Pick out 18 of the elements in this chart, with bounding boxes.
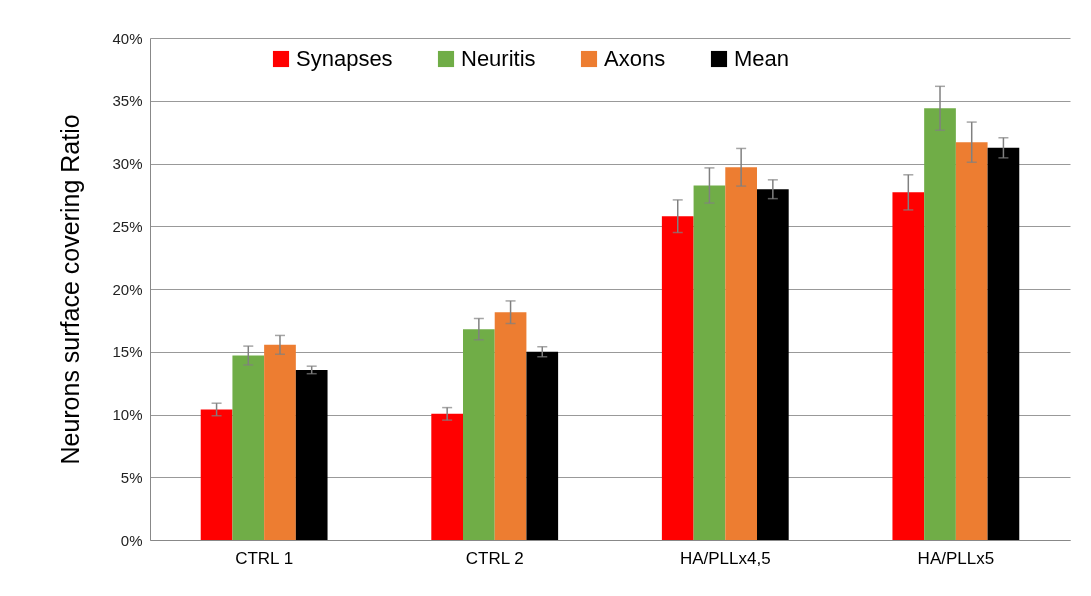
y-tick-label: 0% [120, 531, 143, 549]
legend-label: Synapses [296, 46, 393, 71]
y-tick-label: 15% [112, 343, 143, 361]
legend-label: Axons [604, 46, 666, 71]
y-tick-label: 25% [112, 217, 143, 235]
y-tick-label: 20% [112, 280, 143, 298]
y-tick-label: 5% [120, 468, 143, 486]
legend-label: Neuritis [461, 46, 536, 71]
y-tick-label: 40% [112, 29, 143, 47]
legend-label: Mean [734, 46, 790, 71]
y-tick-label: 30% [112, 155, 143, 172]
x-tick-label: CTRL 2 [465, 548, 524, 568]
x-tick-label: CTRL 1 [235, 548, 294, 568]
y-axis-title: Neurons surface covering Ratio [56, 114, 85, 465]
x-tick-label: HA/PLLx5 [917, 548, 995, 568]
x-tick-label: HA/PLLx4,5 [679, 548, 771, 568]
y-tick-label: 10% [112, 406, 143, 423]
y-tick-label: 35% [112, 92, 143, 110]
